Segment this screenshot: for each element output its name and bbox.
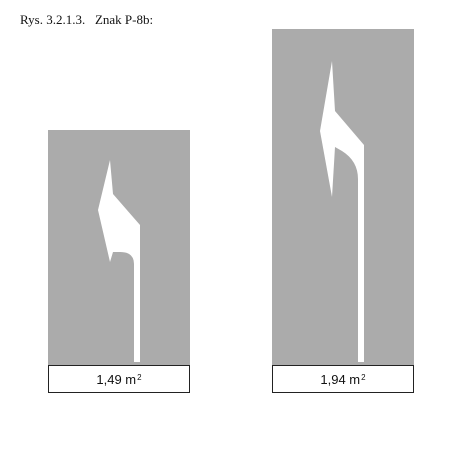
- area-unit-exponent: 2: [361, 372, 366, 382]
- turn-left-arrow-icon: [98, 160, 140, 362]
- turn-left-arrow-icon: [320, 61, 364, 362]
- area-value: 1,49 m: [96, 371, 137, 387]
- road-marking-panel: [48, 130, 190, 366]
- pavement-background: [272, 29, 414, 366]
- road-marking-panel: [272, 29, 414, 366]
- area-value: 1,94 m: [320, 371, 361, 387]
- area-unit-exponent: 2: [137, 372, 142, 382]
- figure-caption: Rys. 3.2.1.3. Znak P-8b:: [20, 12, 154, 27]
